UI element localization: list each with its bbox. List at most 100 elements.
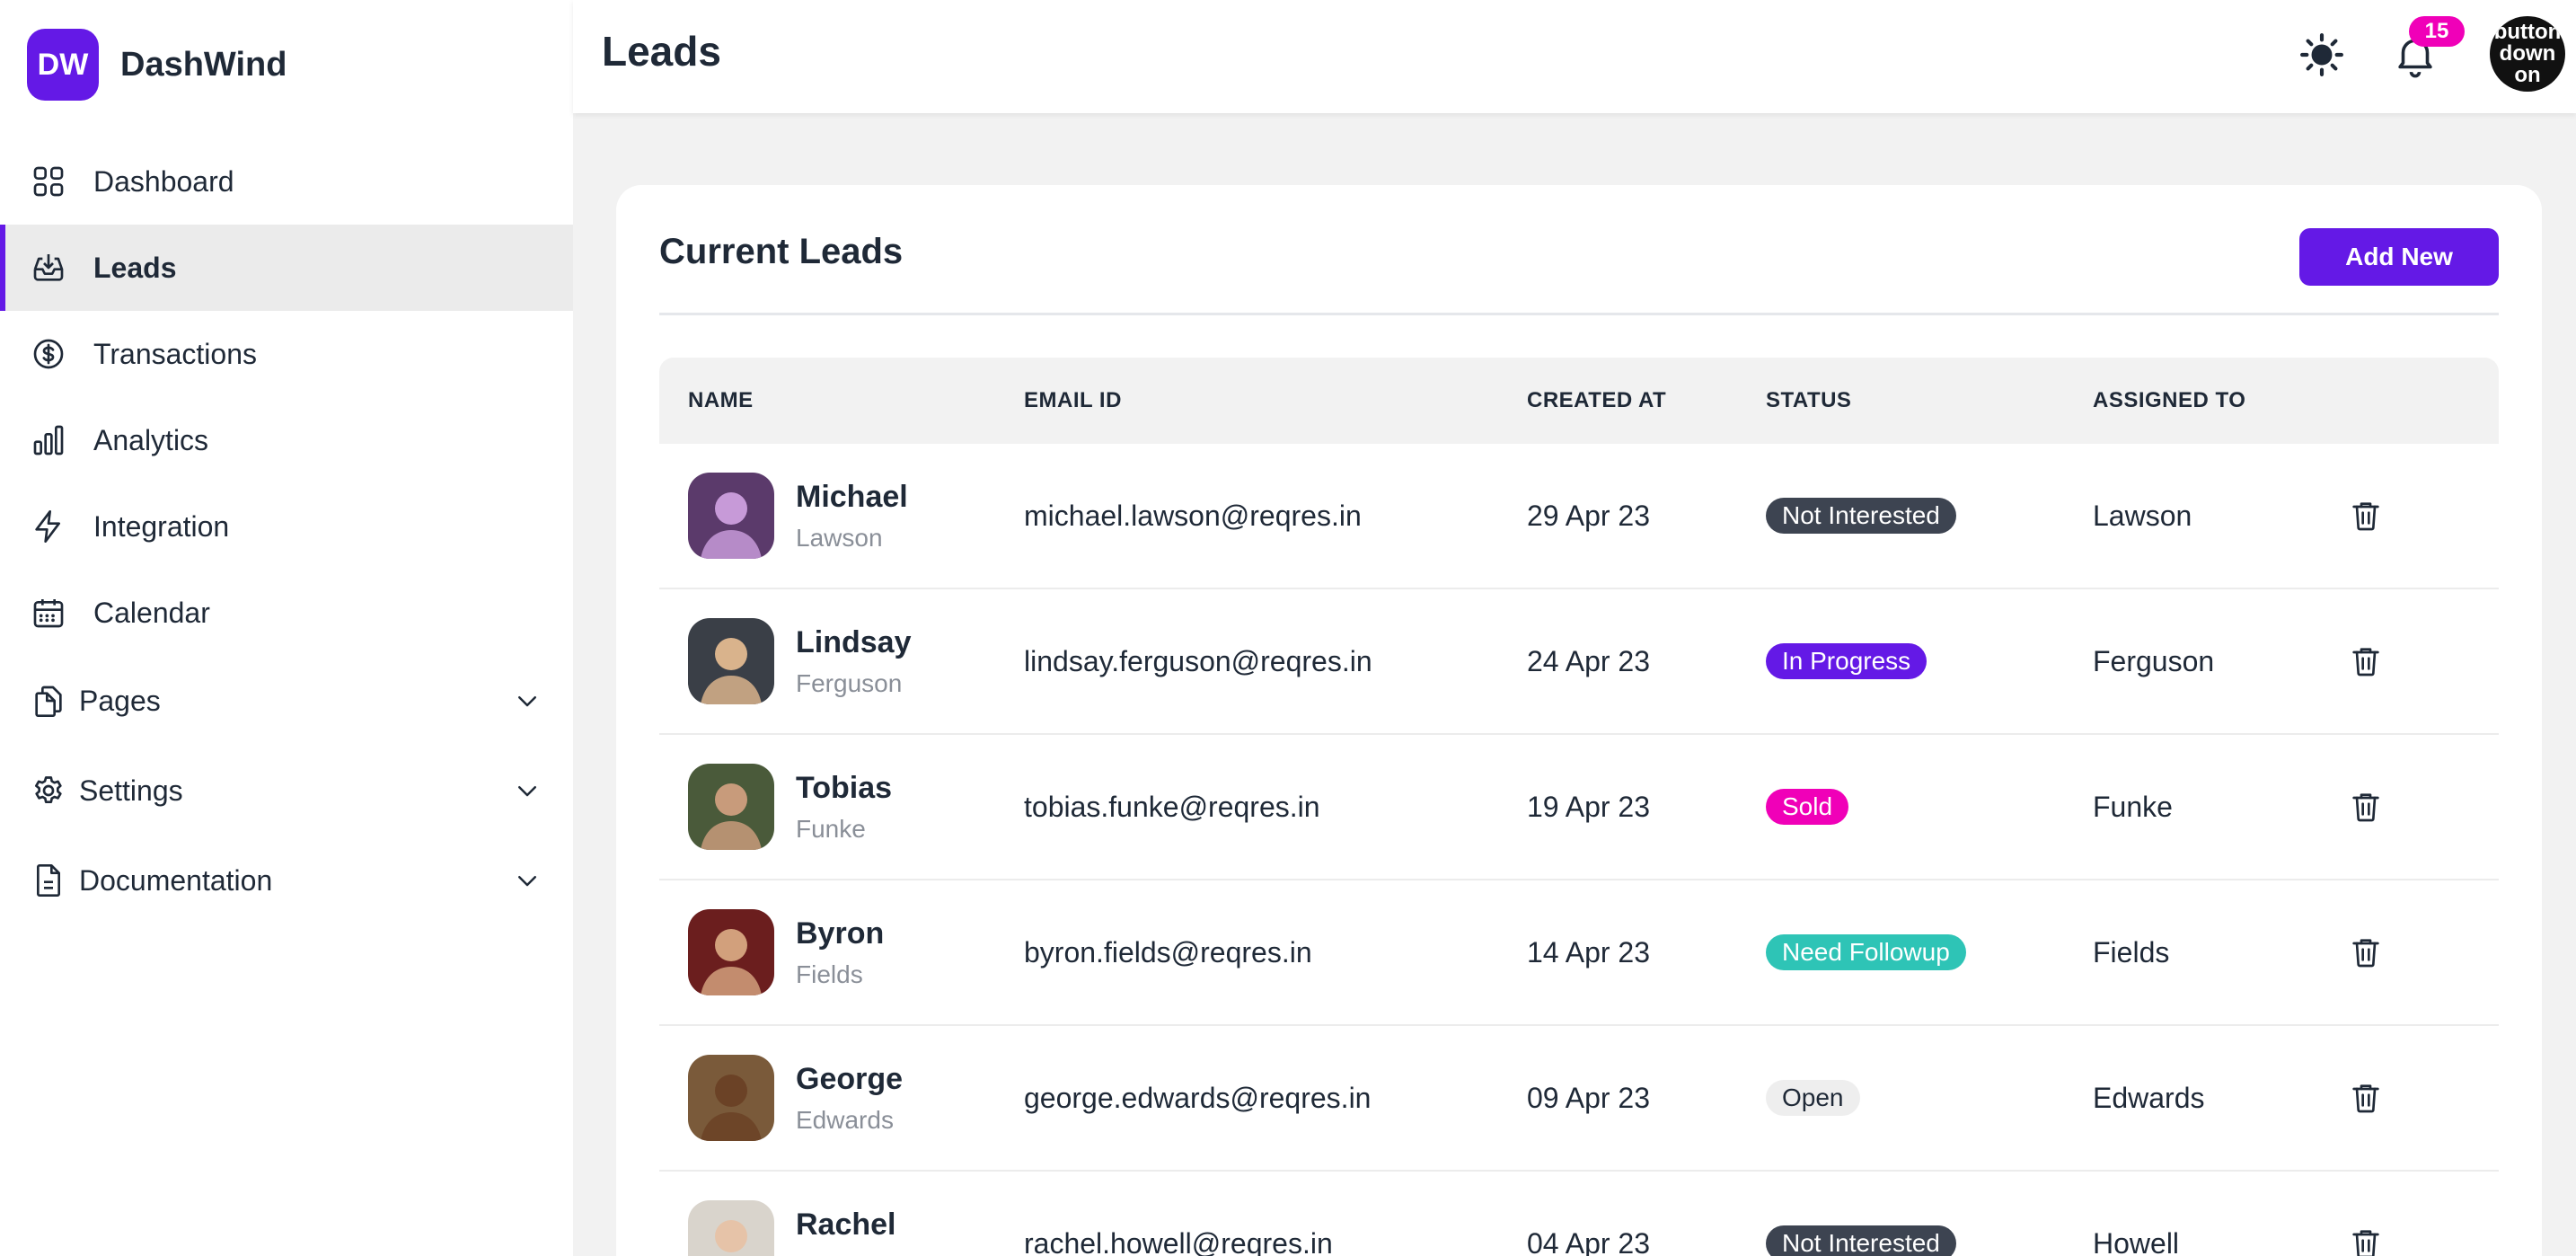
lead-last-name: Funke	[796, 814, 866, 843]
delete-cell	[2348, 1172, 2384, 1256]
calendar-icon	[31, 595, 66, 631]
sidebar-item-calendar[interactable]: Calendar	[0, 570, 573, 656]
column-header-status: STATUS	[1766, 388, 1852, 412]
sidebar-item-label: Documentation	[79, 863, 273, 897]
name-cell: Byron Fields	[688, 880, 884, 1024]
lead-first-name: Byron	[796, 915, 885, 951]
sidebar: DW DashWind Dashboard Leads Transacti	[0, 0, 573, 1256]
brand-logo: DW	[27, 29, 99, 101]
status-cell: Sold	[1766, 735, 1849, 879]
column-header-name: NAME	[688, 388, 754, 412]
delete-cell	[2348, 735, 2384, 879]
status-cell: Open	[1766, 1026, 1860, 1170]
brand[interactable]: DW DashWind	[27, 29, 287, 101]
lead-last-name: Ferguson	[796, 668, 903, 697]
notification-badge: 15	[2409, 16, 2465, 47]
chevron-down-icon[interactable]	[514, 867, 541, 894]
add-new-button[interactable]: Add New	[2299, 228, 2499, 286]
status-badge: Not Interested	[1766, 1225, 1956, 1256]
name-block: George Edwards	[796, 1062, 903, 1135]
name-block: Rachel Howell	[796, 1207, 896, 1256]
sidebar-item-documentation[interactable]: Documentation	[0, 836, 573, 925]
assigned-to-cell: Howell	[2093, 1226, 2180, 1256]
assigned-to-cell: Funke	[2093, 790, 2173, 823]
chevron-down-icon[interactable]	[514, 687, 541, 714]
sidebar-item-settings[interactable]: Settings	[0, 746, 573, 836]
name-cell: Lindsay Ferguson	[688, 589, 911, 733]
inbox-icon	[31, 250, 66, 286]
sidebar-item-label: Leads	[93, 251, 177, 284]
created-at-cell: 19 Apr 23	[1527, 790, 1650, 823]
sidebar-item-leads[interactable]: Leads	[0, 225, 573, 311]
trash-icon[interactable]	[2348, 1225, 2384, 1256]
delete-cell	[2348, 589, 2384, 733]
status-cell: In Progress	[1766, 589, 1928, 733]
lead-last-name: Lawson	[796, 523, 883, 552]
table-header: NAME EMAIL ID CREATED AT STATUS ASSIGNED…	[659, 358, 2499, 444]
status-badge: Need Followup	[1766, 934, 1966, 970]
sidebar-item-analytics[interactable]: Analytics	[0, 397, 573, 483]
email-cell: lindsay.ferguson@reqres.in	[1024, 644, 1372, 677]
trash-icon[interactable]	[2348, 789, 2384, 825]
sidebar-item-label: Calendar	[93, 596, 210, 629]
table-row: Tobias Funke tobias.funke@reqres.in 19 A…	[659, 735, 2499, 880]
lead-photo	[688, 909, 774, 995]
table-row: Lindsay Ferguson lindsay.ferguson@reqres…	[659, 589, 2499, 735]
email-cell: byron.fields@reqres.in	[1024, 935, 1312, 969]
sidebar-item-label: Pages	[79, 684, 161, 717]
status-cell: Need Followup	[1766, 880, 1966, 1024]
chevron-down-icon[interactable]	[514, 777, 541, 804]
name-block: Byron Fields	[796, 916, 884, 989]
sidebar-item-dashboard[interactable]: Dashboard	[0, 138, 573, 225]
status-badge: Open	[1766, 1080, 1860, 1116]
trash-icon[interactable]	[2348, 1080, 2384, 1116]
lead-last-name: Fields	[796, 960, 863, 988]
lead-last-name: Edwards	[796, 1105, 894, 1134]
trash-icon[interactable]	[2348, 498, 2384, 534]
assigned-to-cell: Lawson	[2093, 499, 2192, 532]
avatar[interactable]: button down on	[2490, 16, 2565, 92]
table-row: Rachel Howell rachel.howell@reqres.in 04…	[659, 1172, 2499, 1256]
name-cell: Tobias Funke	[688, 735, 892, 879]
email-cell: george.edwards@reqres.in	[1024, 1081, 1372, 1114]
lead-photo	[688, 473, 774, 559]
card-title: Current Leads	[659, 232, 904, 271]
assigned-to-cell: Edwards	[2093, 1081, 2205, 1114]
sidebar-item-transactions[interactable]: Transactions	[0, 311, 573, 397]
table-row: Byron Fields byron.fields@reqres.in 14 A…	[659, 880, 2499, 1026]
grid-icon	[31, 164, 66, 199]
lead-last-name: Howell	[796, 1252, 896, 1256]
trash-icon[interactable]	[2348, 643, 2384, 679]
sidebar-nav: Dashboard Leads Transactions Analytics	[0, 138, 573, 925]
lead-photo	[688, 1055, 774, 1141]
brand-name: DashWind	[120, 45, 287, 84]
card-divider	[659, 313, 2499, 315]
sidebar-item-pages[interactable]: Pages	[0, 656, 573, 746]
assigned-to-cell: Fields	[2093, 935, 2170, 969]
name-cell: Michael Lawson	[688, 444, 908, 588]
table-row: Michael Lawson michael.lawson@reqres.in …	[659, 444, 2499, 589]
column-header-email: EMAIL ID	[1024, 388, 1122, 412]
name-block: Michael Lawson	[796, 480, 908, 553]
name-block: Tobias Funke	[796, 771, 892, 844]
dollar-icon	[31, 336, 66, 372]
sidebar-item-label: Dashboard	[93, 164, 234, 198]
name-block: Lindsay Ferguson	[796, 625, 911, 698]
name-cell: Rachel Howell	[688, 1172, 896, 1256]
created-at-cell: 09 Apr 23	[1527, 1081, 1650, 1114]
lead-first-name: George	[796, 1061, 904, 1096]
lead-first-name: Lindsay	[796, 624, 912, 659]
column-header-assigned: ASSIGNED TO	[2093, 388, 2246, 412]
status-cell: Not Interested	[1766, 444, 1956, 588]
name-cell: George Edwards	[688, 1026, 903, 1170]
delete-cell	[2348, 444, 2384, 588]
sidebar-item-label: Transactions	[93, 337, 257, 370]
document-icon	[31, 862, 66, 898]
sidebar-item-integration[interactable]: Integration	[0, 483, 573, 570]
bar-chart-icon	[31, 422, 66, 458]
theme-toggle-sun-icon[interactable]	[2299, 32, 2344, 77]
sidebar-item-label: Integration	[93, 509, 230, 543]
trash-icon[interactable]	[2348, 934, 2384, 970]
status-cell: Not Interested	[1766, 1172, 1956, 1256]
lead-first-name: Rachel	[796, 1207, 896, 1242]
